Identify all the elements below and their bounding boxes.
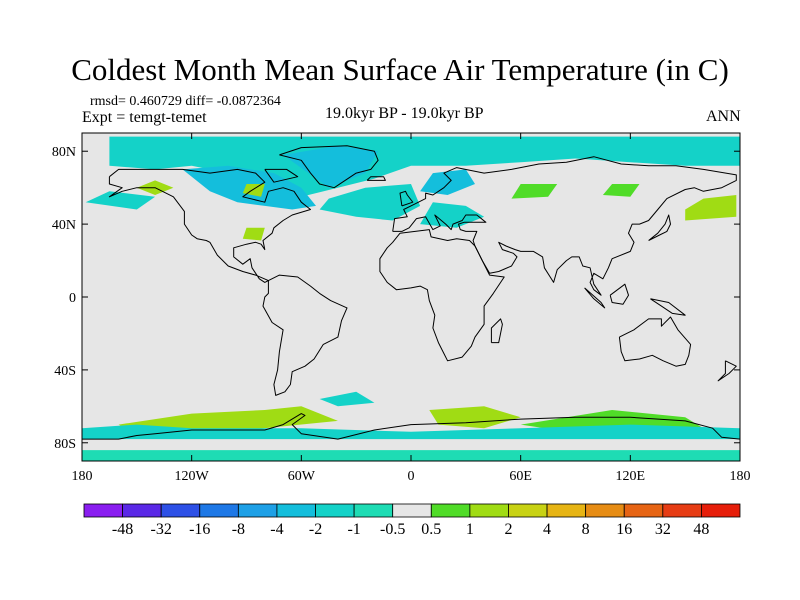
x-tick-label: 0 (408, 469, 415, 484)
region-nw-pacific-warming (685, 195, 737, 221)
colorbar-label: 0.5 (421, 521, 441, 538)
colorbar-label: -16 (189, 521, 210, 538)
colorbar-label: -4 (270, 521, 283, 538)
coastline-baffin (264, 168, 299, 183)
coastline-new-zealand (717, 360, 737, 382)
coastline-indonesia-borneo (609, 283, 629, 305)
colorbar-label: -8 (232, 521, 245, 538)
region-siberia-warming (602, 184, 640, 197)
colorbar-label: -0.5 (380, 521, 405, 538)
colorbar-label: 8 (582, 521, 590, 538)
anomaly-regions (82, 136, 740, 461)
coastline-new-guinea (650, 298, 686, 316)
region-hudson-warming (242, 184, 265, 197)
region-southeast-us-warming (242, 227, 265, 241)
coastline-australia (618, 316, 692, 367)
colorbar-swatch (701, 503, 741, 518)
colorbar-label: 4 (543, 521, 551, 538)
colorbar-label: 1 (466, 521, 474, 538)
y-axis-ticks: 80N 40N 0 40S 80S (52, 145, 740, 452)
coastline-greenland (279, 145, 379, 189)
season-label: ANN (706, 108, 741, 125)
x-tick-label: 180 (730, 469, 751, 484)
colorbar-label: 32 (655, 521, 671, 538)
region-scandinavia-cooling (420, 169, 475, 195)
x-tick-label: 60W (288, 469, 316, 484)
colorbar-swatch (623, 503, 664, 518)
experiment-line: Expt = temgt-temet (82, 109, 207, 126)
region-antarctic-coast-cooling (82, 424, 740, 440)
colorbar-swatch (122, 503, 162, 518)
region-europe-cooling (420, 202, 485, 228)
x-tick-label: 120E (616, 469, 646, 484)
colorbar: -48 -32 -16 -8 -4 -2 -1 -0.5 0.5 1 2 4 8 16 32 48 (83, 503, 741, 538)
page-title: Coldest Month Mean Surface Air Temperatu… (71, 52, 729, 87)
colorbar-swatch (392, 503, 432, 518)
y-tick-label: 40N (52, 218, 76, 233)
colorbar-label: -2 (309, 521, 322, 538)
period-line: 19.0kyr BP - 19.0kyr BP (325, 105, 484, 122)
colorbar-swatch (430, 503, 471, 518)
colorbar-swatch (199, 503, 239, 518)
y-tick-label: 80N (52, 145, 76, 160)
colorbar-swatch (83, 503, 123, 518)
coastline-madagascar (490, 318, 503, 344)
colorbar-swatch (276, 503, 316, 518)
region-greenland-cooling (283, 145, 379, 188)
region-north-atlantic-cooling (319, 184, 421, 221)
colorbar-swatch (662, 503, 702, 518)
coastline-sumatra (584, 287, 606, 309)
colorbar-label: -32 (151, 521, 172, 538)
x-tick-label: 180 (72, 469, 93, 484)
colorbar-swatch (315, 503, 355, 518)
colorbar-swatch (160, 503, 201, 518)
y-tick-label: 0 (69, 291, 76, 306)
coastline-south-america (262, 274, 348, 396)
colorbar-label: -48 (112, 521, 133, 538)
region-central-asia-warming (511, 184, 558, 199)
coastline-eurasia (392, 156, 737, 296)
coastline-british-isles (399, 190, 414, 207)
stats-line: rmsd= 0.460729 diff= -0.0872364 (90, 94, 281, 109)
colorbar-swatch (237, 503, 278, 518)
x-tick-label: 120W (175, 469, 210, 484)
coastline-japan (648, 214, 671, 241)
coastline-north-america (108, 168, 311, 283)
region-south-atlantic-cooling (319, 391, 375, 407)
y-tick-label: 40S (54, 364, 76, 379)
colorbar-swatch (353, 503, 394, 518)
colorbar-swatch (469, 503, 509, 518)
colorbar-swatch (585, 503, 625, 518)
colorbar-swatch (546, 503, 587, 518)
y-tick-label: 80S (54, 437, 76, 452)
colorbar-label: 2 (504, 521, 512, 538)
colorbar-swatch (508, 503, 548, 518)
map-background (82, 133, 740, 461)
colorbar-label: 16 (616, 521, 632, 538)
coastlines (82, 145, 740, 440)
coastline-iceland (366, 176, 386, 181)
x-tick-label: 60E (509, 469, 532, 484)
coastline-antarctica (82, 413, 740, 440)
region-north-pacific-cooling (85, 191, 156, 210)
colorbar-label: 48 (693, 521, 709, 538)
x-axis-ticks: 180 120W 60W 0 60E 120E 180 (72, 133, 751, 484)
colorbar-label: -1 (347, 521, 360, 538)
coastline-africa (379, 229, 505, 362)
